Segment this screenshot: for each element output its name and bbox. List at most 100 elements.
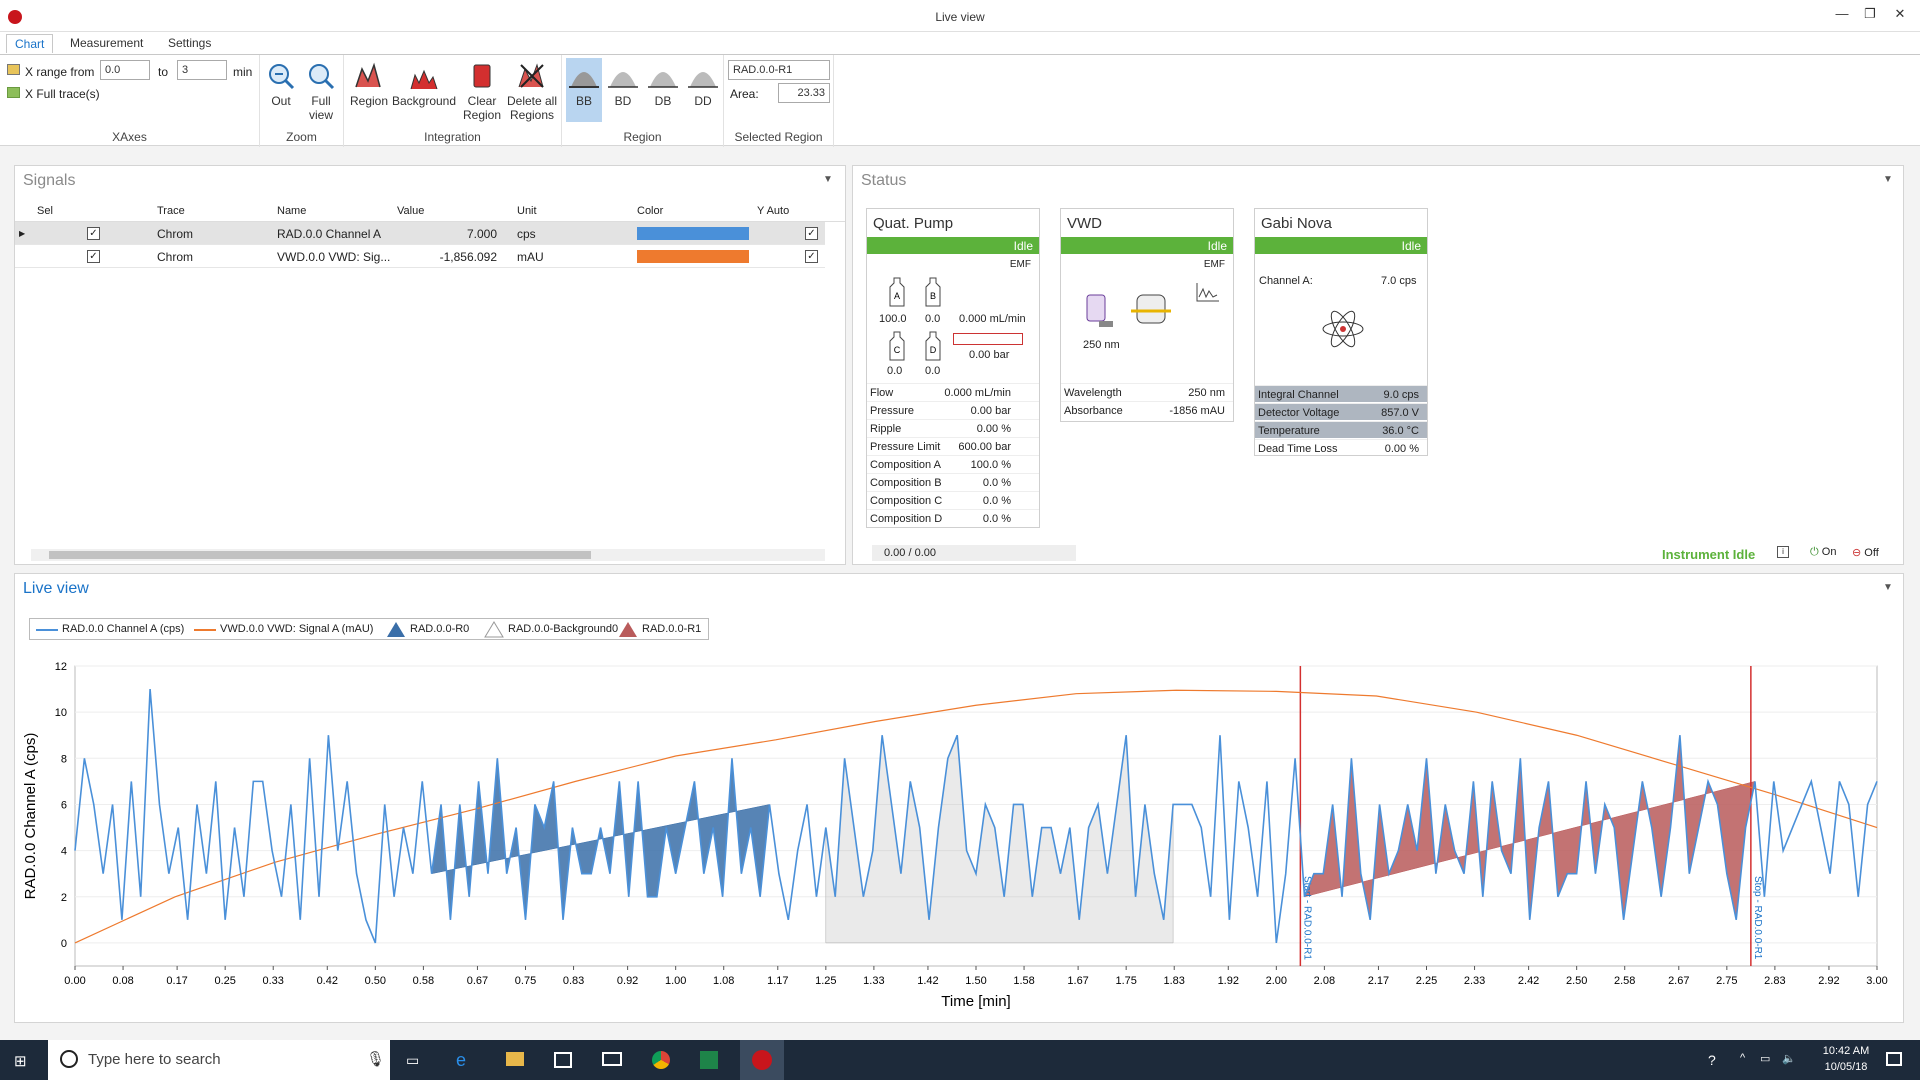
- pin-icon[interactable]: ▼: [823, 174, 833, 185]
- volume-icon[interactable]: 🔈: [1782, 1053, 1796, 1065]
- region-group: BB BD DB DD Region: [562, 55, 724, 147]
- task-view-icon[interactable]: ▭: [406, 1052, 420, 1068]
- bottle-a-value: 100.0: [879, 313, 907, 325]
- pin-icon[interactable]: ▼: [1883, 582, 1893, 593]
- property-row: Integral Channel 9.0 cps: [1255, 385, 1427, 402]
- y-tick-label: 4: [61, 846, 67, 858]
- row-trace: Chrom: [157, 227, 194, 241]
- search-placeholder: Type here to search: [88, 1051, 221, 1068]
- vwd-state: Idle: [1061, 237, 1233, 254]
- row-yauto-checkbox[interactable]: ✓: [805, 227, 818, 240]
- taskbar-search[interactable]: Type here to search 🎙: [48, 1040, 390, 1080]
- legend-background-label[interactable]: RAD.0.0-Background0: [508, 623, 619, 635]
- store-icon[interactable]: [554, 1052, 572, 1068]
- xrange-checkbox-icon[interactable]: [7, 64, 20, 75]
- vwd-signal-line: [74, 689, 1878, 944]
- bottle-b-icon: B: [925, 277, 941, 307]
- chromatogram-chart[interactable]: 0 2 4 6 8 10 12 0.00 0.08 0.17 0.25 0.33 0.42 0.50 0.5…: [15, 644, 1903, 1022]
- x-tick-label: 1.75: [1115, 975, 1136, 987]
- property-value: 0.00 %: [976, 423, 1011, 435]
- scrollbar-thumb[interactable]: [49, 551, 591, 559]
- table-row[interactable]: ▶ ✓ Chrom RAD.0.0 Channel A 7.000 cps ✓: [15, 222, 825, 245]
- col-unit[interactable]: Unit: [517, 205, 537, 217]
- legend-vwd-label[interactable]: VWD.0.0 VWD: Signal A (mAU): [220, 623, 374, 635]
- app-taskbar-button[interactable]: [740, 1040, 784, 1080]
- on-button[interactable]: ⏻ On: [1810, 546, 1836, 559]
- row-sel-checkbox[interactable]: ✓: [87, 250, 100, 263]
- col-yauto[interactable]: Y Auto: [757, 205, 790, 217]
- network-icon[interactable]: ▭: [1760, 1053, 1771, 1065]
- horizontal-scrollbar[interactable]: [31, 549, 825, 561]
- notifications-icon[interactable]: [1886, 1052, 1902, 1066]
- x-tick-label: 2.83: [1764, 975, 1785, 987]
- microphone-icon[interactable]: 🎙: [366, 1051, 386, 1068]
- restore-button[interactable]: ❐: [1864, 6, 1876, 21]
- row-color-swatch[interactable]: [637, 250, 749, 263]
- row-value: -1,856.092: [439, 250, 497, 264]
- row-sel-checkbox[interactable]: ✓: [87, 227, 100, 240]
- col-trace[interactable]: Trace: [157, 205, 185, 217]
- property-key: Temperature: [1258, 425, 1320, 437]
- file-explorer-icon[interactable]: [506, 1052, 524, 1066]
- tray-expand-icon[interactable]: ^: [1740, 1052, 1746, 1064]
- delete-all-label-2: Regions: [509, 108, 555, 122]
- minimize-button[interactable]: —: [1835, 6, 1849, 21]
- tab-settings[interactable]: Settings: [168, 36, 212, 50]
- clear-region-button[interactable]: Clear Region: [460, 61, 504, 122]
- region-bb-button[interactable]: BB: [566, 58, 602, 122]
- full-view-button[interactable]: Full view: [304, 61, 338, 122]
- region-db-button[interactable]: DB: [644, 61, 682, 108]
- property-key: Composition C: [870, 495, 943, 507]
- tab-measurement[interactable]: Measurement: [70, 36, 144, 50]
- zoom-out-button[interactable]: Out: [266, 61, 296, 108]
- clock-date: 10/05/18: [1824, 1061, 1868, 1073]
- legend-rad-label[interactable]: RAD.0.0 Channel A (cps): [62, 623, 185, 635]
- region-bd-button[interactable]: BD: [604, 61, 642, 108]
- full-view-label-1: Full: [311, 94, 331, 108]
- full-trace-checkbox-icon[interactable]: [7, 87, 20, 98]
- row-color-swatch[interactable]: [637, 227, 749, 240]
- area-input[interactable]: [778, 83, 830, 103]
- info-icon[interactable]: i: [1777, 546, 1789, 558]
- pin-icon[interactable]: ▼: [1883, 174, 1893, 185]
- table-row[interactable]: ✓ Chrom VWD.0.0 VWD: Sig... -1,856.092 m…: [15, 245, 825, 268]
- off-button[interactable]: ⊖ Off: [1852, 546, 1879, 559]
- close-button[interactable]: ✕: [1894, 6, 1906, 21]
- region-dd-button[interactable]: DD: [684, 61, 722, 108]
- help-icon[interactable]: ?: [1708, 1052, 1716, 1068]
- property-row: Wavelength 250 nm: [1061, 383, 1233, 400]
- legend-r0-label[interactable]: RAD.0.0-R0: [410, 623, 470, 635]
- clock[interactable]: 10:42 AM 10/05/18: [1806, 1045, 1886, 1073]
- delete-all-regions-button[interactable]: Delete all Regions: [504, 61, 560, 122]
- col-name[interactable]: Name: [277, 205, 307, 217]
- property-value: 0.000 mL/min: [944, 387, 1011, 399]
- col-sel[interactable]: Sel: [37, 205, 53, 217]
- mail-icon[interactable]: [602, 1052, 622, 1066]
- property-row: Composition C 0.0 %: [867, 491, 1039, 508]
- pump-emf-label: EMF: [1009, 259, 1031, 270]
- x-tick-label: 0.67: [467, 975, 488, 987]
- xrange-from-input[interactable]: [100, 60, 150, 80]
- tab-chart[interactable]: Chart: [6, 34, 54, 53]
- region-dd-label: DD: [694, 94, 712, 108]
- chrome-icon[interactable]: [652, 1051, 670, 1069]
- property-key: Wavelength: [1064, 387, 1122, 399]
- area-label: Area:: [730, 87, 759, 101]
- col-value[interactable]: Value: [397, 205, 425, 217]
- windows-start-icon[interactable]: ⊞: [14, 1053, 27, 1070]
- xrange-to-input[interactable]: [177, 60, 227, 80]
- lamp-icon: [1086, 294, 1113, 327]
- col-color[interactable]: Color: [637, 205, 664, 217]
- search-circle-icon: [60, 1050, 78, 1068]
- vwd-name: VWD: [1067, 215, 1102, 232]
- excel-icon[interactable]: [700, 1051, 718, 1069]
- bottle-b-value: 0.0: [925, 313, 941, 325]
- edge-icon[interactable]: e: [456, 1050, 467, 1070]
- row-yauto-checkbox[interactable]: ✓: [805, 250, 818, 263]
- background-button[interactable]: Background: [390, 61, 458, 108]
- region-button[interactable]: Region: [348, 61, 390, 108]
- selected-region-name-input[interactable]: [728, 60, 830, 80]
- property-row: Ripple 0.00 %: [867, 419, 1039, 436]
- property-row: Temperature 36.0 °C: [1255, 421, 1427, 438]
- legend-r1-label[interactable]: RAD.0.0-R1: [642, 623, 702, 635]
